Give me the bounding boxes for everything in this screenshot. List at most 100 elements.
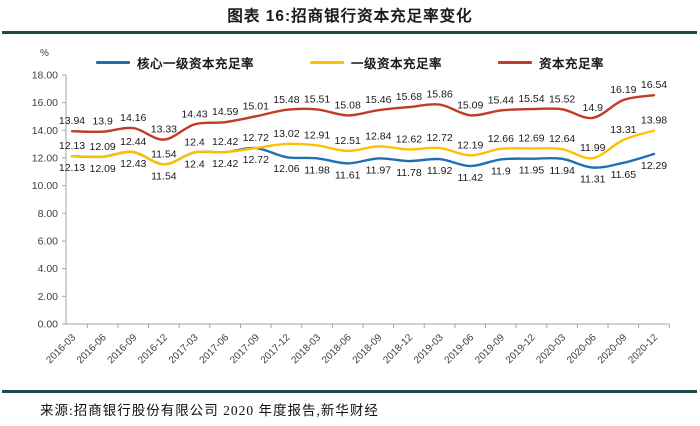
data-label-series-2: 15.01: [243, 100, 269, 112]
legend-item-label: 核心一级资本充足率: [136, 57, 254, 71]
data-label-series-1: 13.02: [273, 128, 299, 140]
x-axis-tick-label: 2020-09: [596, 332, 630, 366]
data-label-series-2: 15.09: [457, 99, 483, 111]
x-axis-tick-label: 2018-09: [351, 332, 385, 366]
data-label-series-2: 14.16: [120, 112, 146, 124]
data-label-series-1: 12.66: [488, 133, 514, 145]
data-label-series-1: 12.4: [184, 136, 205, 148]
y-axis-tick-label: 10.00: [32, 180, 58, 192]
data-label-series-2: 13.94: [59, 115, 85, 127]
data-label-series-0: 11.94: [549, 165, 575, 177]
legend-line-swatch: [95, 61, 130, 64]
line-chart: 0.00 2.00 4.00 6.00 8.00 10.00 12.00 14.00 16.00…: [32, 70, 670, 366]
x-axis-tick-label: 2019-03: [412, 332, 446, 366]
chart-area: % 核心一级资本充足率 一级资本充足率 资本充足率 0.00 2.00 4.00 6.00…: [0, 36, 700, 388]
data-label-series-2: 14.59: [212, 106, 238, 118]
y-axis-tick-label: 12.00: [32, 153, 58, 165]
series-line-2: [70, 94, 656, 141]
data-label-series-2: 15.46: [365, 94, 391, 106]
footer-divider: [2, 390, 697, 393]
data-label-series-1: 12.62: [396, 133, 422, 145]
data-label-series-2: 15.08: [335, 99, 361, 111]
y-axis-unit-label: %: [40, 48, 49, 59]
y-axis-tick-label: 2.00: [38, 291, 59, 303]
chart-legend: 核心一级资本充足率 一级资本充足率 资本充足率: [0, 53, 700, 72]
data-label-series-2: 16.54: [641, 79, 667, 91]
legend-line-swatch: [498, 61, 532, 64]
x-axis-tick-label: 2020-06: [565, 332, 599, 366]
data-label-series-2: 15.52: [549, 93, 575, 105]
data-label-series-1: 12.72: [426, 132, 452, 144]
data-label-series-2: 13.33: [151, 124, 177, 136]
data-label-series-2: 14.9: [583, 102, 604, 114]
data-label-series-2: 15.54: [518, 93, 544, 105]
x-axis-tick-label: 2018-06: [320, 332, 354, 366]
x-axis-tick-label: 2020-12: [626, 332, 660, 366]
data-label-series-0: 11.9: [491, 165, 511, 177]
legend-item-2: 资本充足率: [498, 53, 604, 72]
x-axis-tick-label: 2019-06: [443, 332, 477, 366]
data-label-series-0: 12.72: [243, 154, 269, 166]
y-axis-tick-label: 16.00: [32, 97, 58, 109]
x-axis-tick-label: 2020-03: [535, 332, 569, 366]
data-label-series-1: 12.72: [243, 132, 269, 144]
data-label-series-0: 11.97: [366, 164, 392, 176]
data-label-series-1: 11.54: [151, 148, 177, 160]
data-label-series-0: 11.95: [519, 165, 545, 177]
data-label-series-0: 12.42: [212, 158, 238, 170]
page-title: 图表 16:招商银行资本充足率变化: [227, 8, 473, 25]
legend-item-0: 核心一级资本充足率: [95, 53, 254, 72]
source-note: 来源:招商银行股份有限公司 2020 年度报告,新华财经: [40, 403, 379, 418]
data-label-series-0: 11.65: [611, 169, 637, 181]
data-label-series-0: 11.42: [457, 172, 483, 184]
data-label-series-2: 15.68: [396, 91, 422, 103]
x-axis-tick-label: 2018-12: [381, 332, 415, 366]
x-axis-tick-label: 2018-03: [289, 332, 323, 366]
data-label-series-1: 12.64: [549, 133, 575, 145]
data-label-series-1: 13.98: [641, 115, 667, 127]
data-label-series-0: 12.43: [120, 158, 146, 170]
data-label-series-0: 12.09: [89, 163, 115, 175]
x-axis-tick-label: 2017-09: [228, 332, 262, 366]
data-label-series-1: 11.99: [580, 142, 606, 154]
x-axis-tick-label: 2016-09: [106, 332, 140, 366]
x-axis-tick-label: 2019-12: [504, 332, 538, 366]
y-axis-tick-label: 14.00: [32, 125, 58, 137]
data-label-series-0: 11.92: [427, 165, 453, 177]
data-label-series-1: 12.44: [120, 136, 146, 148]
data-label-series-2: 14.43: [181, 108, 207, 120]
data-label-series-0: 12.06: [273, 163, 299, 175]
legend-item-1: 一级资本充足率: [309, 53, 442, 72]
data-label-series-0: 11.31: [580, 174, 606, 186]
y-axis-tick-label: 0.00: [38, 319, 59, 331]
y-axis-tick-label: 6.00: [38, 236, 59, 248]
data-label-series-1: 12.13: [59, 140, 85, 152]
x-axis-tick-label: 2017-06: [198, 332, 232, 366]
data-label-series-0: 12.4: [184, 158, 205, 170]
data-label-series-0: 11.61: [335, 169, 361, 181]
x-axis-tick-label: 2017-12: [259, 332, 293, 366]
title-divider: [2, 31, 697, 34]
data-label-series-0: 11.54: [151, 170, 177, 182]
data-label-series-1: 12.09: [89, 141, 115, 153]
data-label-series-1: 12.69: [518, 132, 544, 144]
x-axis-tick-label: 2019-09: [473, 332, 507, 366]
x-axis-tick-label: 2017-03: [167, 332, 201, 366]
data-label-series-1: 13.31: [610, 124, 636, 136]
data-label-series-2: 13.9: [92, 116, 113, 128]
data-label-series-2: 15.86: [426, 89, 452, 101]
series-line-1: [70, 129, 656, 166]
data-label-series-0: 11.78: [396, 167, 422, 179]
data-label-series-2: 16.19: [610, 84, 636, 96]
data-label-series-2: 15.48: [273, 94, 299, 106]
data-label-series-2: 15.51: [304, 93, 330, 105]
y-axis-tick-label: 18.00: [32, 70, 58, 82]
y-axis-tick-label: 8.00: [38, 208, 59, 220]
data-label-series-1: 12.42: [212, 136, 238, 148]
data-label-series-0: 12.29: [641, 160, 667, 172]
legend-line-swatch: [309, 61, 344, 64]
x-axis-tick-label: 2016-03: [44, 332, 78, 366]
legend-item-label: 一级资本充足率: [350, 57, 442, 71]
legend-item-label: 资本充足率: [539, 57, 605, 71]
